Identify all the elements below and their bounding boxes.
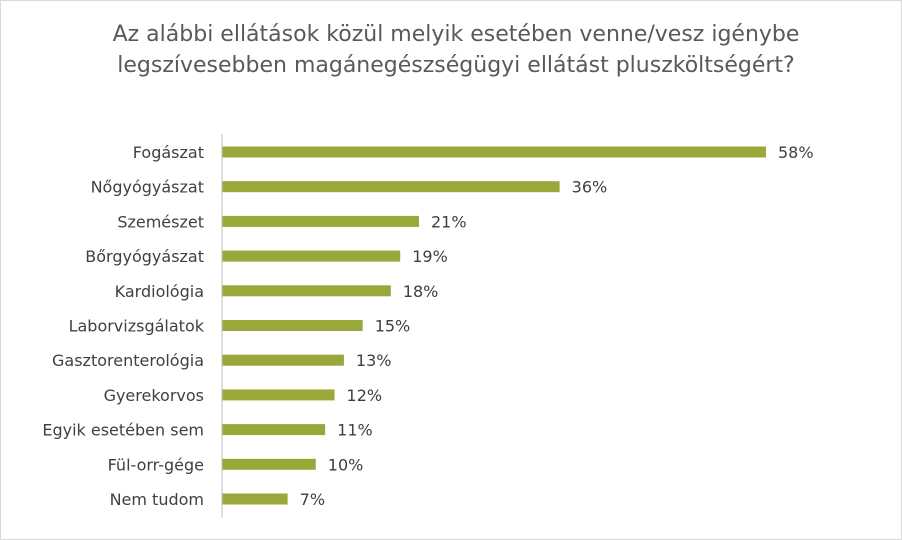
value-label: 58% (778, 143, 814, 162)
value-label: 19% (412, 247, 448, 266)
category-label: Laborvizsgálatok (69, 317, 205, 336)
value-label: 7% (300, 490, 325, 509)
bar (222, 493, 288, 505)
bar (222, 354, 344, 366)
bar (222, 458, 316, 470)
bar (222, 320, 363, 331)
value-label: 12% (347, 386, 383, 405)
value-label: 21% (431, 212, 467, 231)
bar (222, 424, 326, 436)
bar (222, 146, 766, 158)
category-label: Gyerekorvos (104, 386, 204, 405)
bar (222, 181, 560, 193)
bars-layer: Fogászat 58% Nőgyógyászat 36% Szemészet 21% Bő… (42, 143, 813, 509)
value-label: 36% (572, 178, 608, 197)
category-label: Nőgyógyászat (91, 178, 204, 197)
bar (222, 250, 401, 262)
value-label: 15% (375, 317, 411, 336)
bar (222, 389, 335, 401)
category-label: Egyik esetében sem (42, 421, 204, 440)
chart-title: Az alábbi ellátások közül melyik esetébe… (112, 22, 800, 78)
bar (222, 215, 419, 227)
category-label: Gasztorenterológia (52, 351, 204, 370)
value-label: 11% (337, 421, 373, 440)
category-label: Fogászat (133, 143, 204, 162)
category-label: Nem tudom (110, 490, 204, 509)
category-label: Kardiológia (115, 282, 204, 301)
category-label: Bőrgyógyászat (85, 247, 204, 266)
category-label: Fül-orr-gége (108, 455, 204, 474)
value-label: 13% (356, 351, 392, 370)
category-label: Szemészet (117, 212, 204, 231)
value-label: 10% (328, 455, 364, 474)
value-label: 18% (403, 282, 439, 301)
bar (222, 285, 391, 297)
